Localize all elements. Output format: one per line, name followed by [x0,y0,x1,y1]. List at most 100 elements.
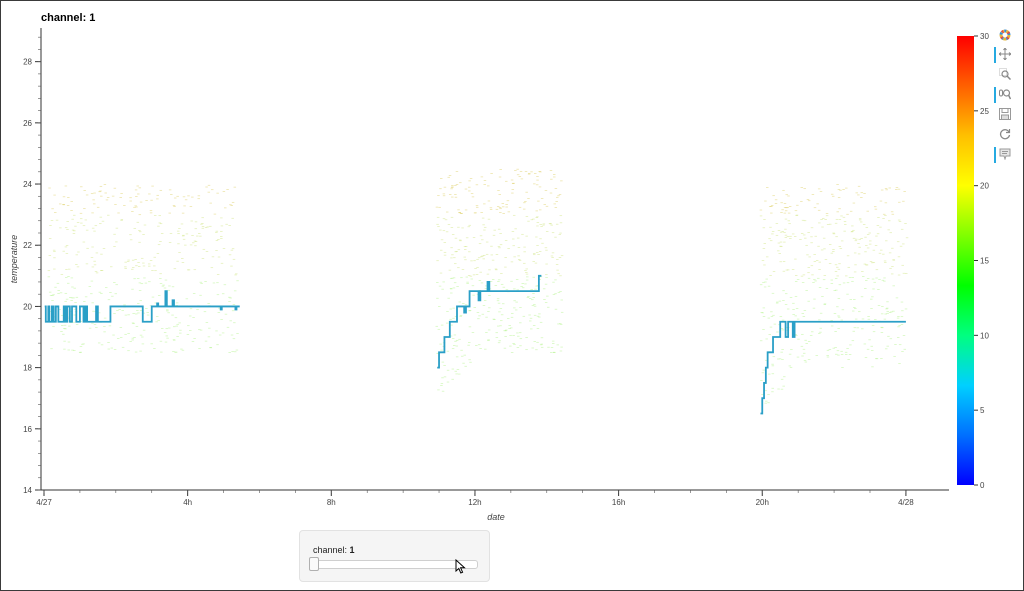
scatter-point [76,266,80,268]
box-zoom-tool[interactable] [994,66,1016,84]
scatter-point [223,284,227,286]
scatter-point [500,273,503,274]
scatter-point [845,187,848,189]
scatter-point [153,256,157,258]
pan-tool[interactable] [994,46,1016,64]
scatter-point [860,238,863,239]
scatter-point [884,188,888,189]
scatter-point [851,225,854,227]
scatter-point [801,313,805,314]
scatter-point [863,193,866,194]
scatter-point [779,245,782,247]
scatter-point [823,275,827,276]
scatter-point [527,173,531,175]
scatter-point [173,197,177,199]
scatter-point [63,348,66,350]
scatter-point [500,283,504,285]
scatter-point [459,315,462,317]
scatter-point [88,327,92,329]
scatter-point [229,204,232,206]
scatter-point [553,176,556,178]
scatter-point [97,342,101,344]
scatter-point [74,302,77,304]
scatter-point [84,296,88,298]
scatter-point [535,285,538,287]
scatter-point [160,233,164,234]
scatter-point [131,259,135,261]
scatter-point [79,212,83,214]
scatter-point [215,230,219,232]
scatter-point [836,350,840,352]
scatter-point [442,218,446,220]
scatter-point [834,278,838,279]
bokeh-logo[interactable] [994,27,1016,45]
scatter-point [899,245,903,247]
scatter-point [211,256,215,258]
plot-area[interactable] [41,28,949,490]
scatter-point [445,322,449,324]
scatter-point [497,228,501,230]
scatter-point [836,211,839,213]
channel-slider-handle[interactable] [309,557,319,571]
scatter-point [220,236,223,237]
scatter-point [783,203,787,204]
scatter-point [94,271,98,272]
scatter-point [90,193,94,195]
scatter-point [478,315,481,317]
channel-slider-track[interactable] [310,560,478,569]
scatter-point [762,248,766,249]
scatter-point [781,349,784,350]
scatter-point [880,332,884,333]
scatter-point [157,320,160,321]
scatter-point [138,230,141,232]
scatter-point [768,238,771,240]
scatter-point [806,254,809,256]
y-tick-label: 28 [23,58,32,67]
scatter-point [487,340,490,341]
scatter-point [767,285,771,287]
scatter-point [781,209,784,211]
scatter-point [451,338,455,339]
scatter-point [804,339,807,341]
scatter-point [543,204,547,205]
scatter-point [88,286,92,287]
scatter-point [550,347,554,348]
scatter-point [768,373,771,375]
scatter-point [803,360,807,361]
scatter-point [178,252,181,253]
scatter-point [458,212,462,214]
scatter-point [83,208,86,210]
scatter-point [66,282,70,284]
reset-tool[interactable] [994,126,1016,144]
scatter-point [156,198,159,200]
scatter-point [557,195,560,197]
scatter-point [63,324,67,326]
scatter-point [528,314,531,316]
scatter-point [559,232,562,234]
scatter-point [454,196,458,198]
scatter-point [191,196,194,198]
scatter-point [200,282,203,284]
scatter-point [904,223,907,224]
scatter-point [453,334,457,336]
scatter-point [230,334,234,336]
scatter-point [50,348,53,350]
scatter-point [201,217,204,219]
hover-tool[interactable] [994,146,1016,164]
scatter-point [872,331,876,333]
scatter-point [504,257,507,258]
scatter-point [839,248,843,249]
scatter-point [118,309,121,310]
scatter-point [530,219,534,221]
scatter-point [902,200,905,202]
scatter-point [187,325,190,327]
scatter-point [824,219,827,220]
scatter-point [807,272,810,274]
wheel-zoom-tool[interactable] [994,86,1016,104]
scatter-point [826,356,830,358]
channel-slider-widget: channel: 1 [299,530,490,582]
scatter-point [813,279,816,281]
scatter-point [860,197,863,198]
save-tool[interactable] [994,106,1016,124]
